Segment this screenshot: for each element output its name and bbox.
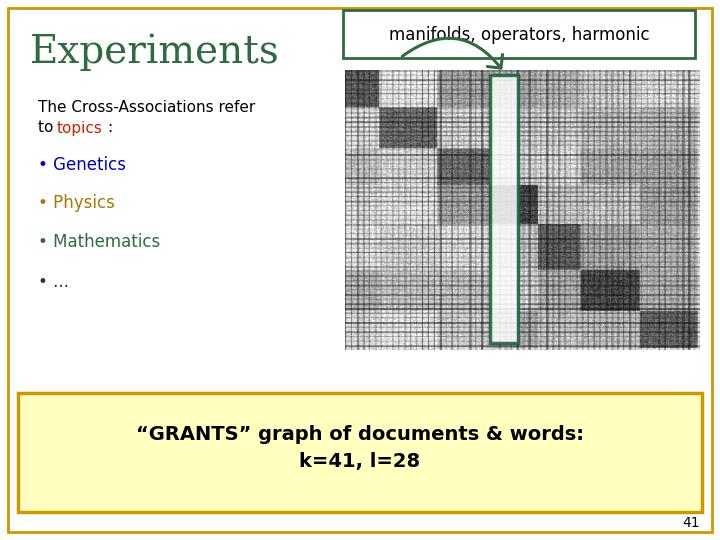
Text: 41: 41 [683, 516, 700, 530]
Text: • Physics: • Physics [38, 194, 115, 212]
Text: manifolds, operators, harmonic: manifolds, operators, harmonic [389, 26, 649, 44]
FancyBboxPatch shape [18, 393, 702, 512]
Text: • ...: • ... [38, 273, 69, 291]
Text: • Mathematics: • Mathematics [38, 233, 161, 251]
Text: The Cross-Associations refer: The Cross-Associations refer [38, 100, 256, 116]
Text: to: to [38, 120, 58, 136]
Text: topics: topics [57, 120, 103, 136]
Text: “GRANTS” graph of documents & words:: “GRANTS” graph of documents & words: [136, 426, 584, 444]
FancyArrowPatch shape [402, 38, 503, 68]
Bar [490, 75, 518, 343]
FancyBboxPatch shape [343, 10, 695, 58]
Text: :: : [107, 120, 112, 136]
Text: Experiments: Experiments [30, 33, 280, 71]
Text: • Genetics: • Genetics [38, 156, 126, 174]
Text: k=41, l=28: k=41, l=28 [300, 453, 420, 471]
